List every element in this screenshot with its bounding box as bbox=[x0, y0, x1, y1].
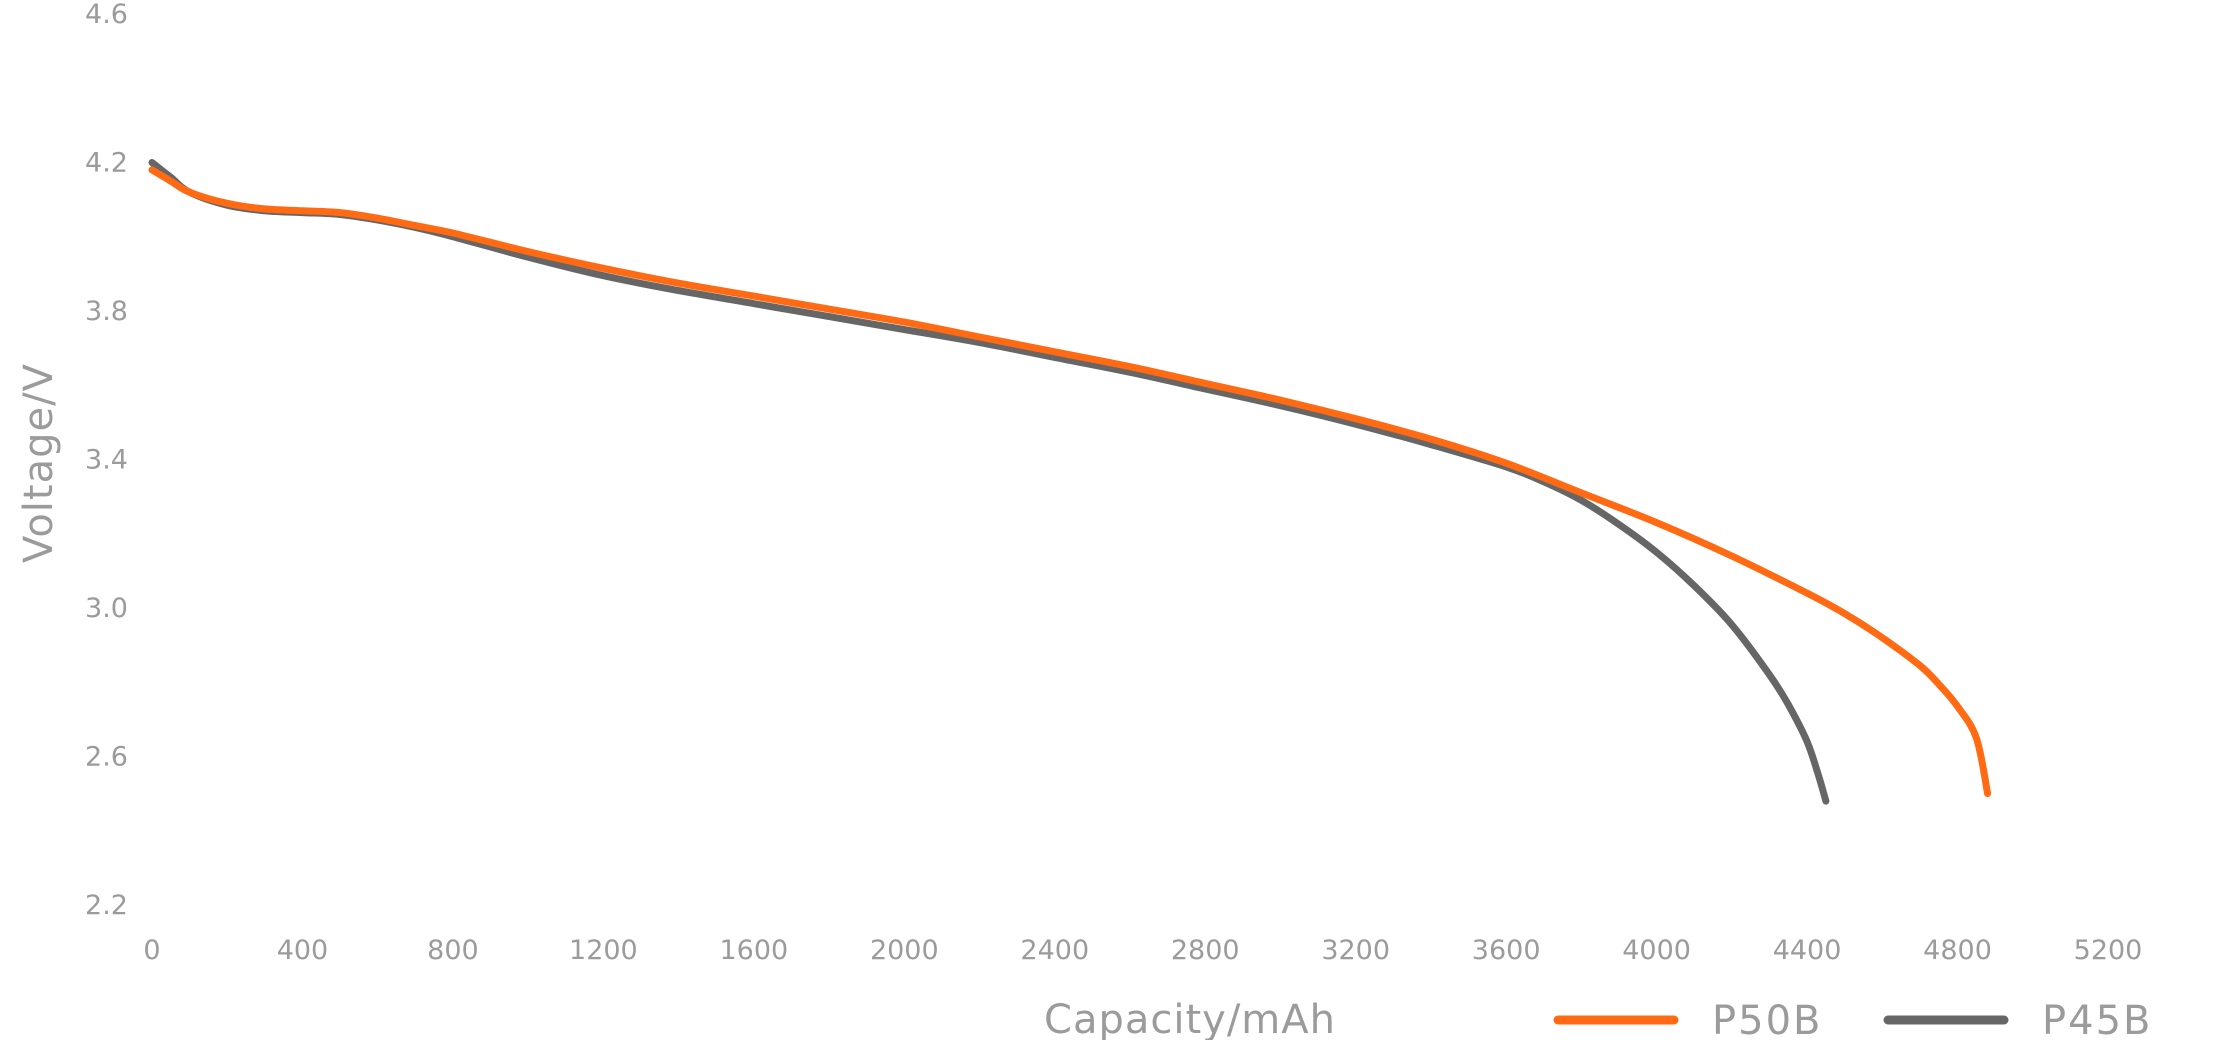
x-tick-label: 5200 bbox=[2074, 935, 2143, 966]
y-tick-label: 3.4 bbox=[85, 445, 128, 476]
x-tick-label: 800 bbox=[427, 935, 479, 966]
y-tick-label: 2.6 bbox=[85, 742, 128, 773]
series-line-p50b bbox=[148, 166, 1992, 798]
x-axis-title: Capacity/mAh bbox=[1044, 997, 1336, 1040]
legend-label-p45b: P45B bbox=[2042, 998, 2152, 1040]
y-tick-label: 4.6 bbox=[85, 0, 128, 30]
x-tick-label: 2000 bbox=[870, 935, 939, 966]
x-tick-label: 3600 bbox=[1472, 935, 1541, 966]
x-tick-label: 4400 bbox=[1773, 935, 1842, 966]
x-tick-label: 2400 bbox=[1020, 935, 1089, 966]
series-line-p45b bbox=[148, 159, 1830, 805]
y-tick-label: 4.2 bbox=[85, 148, 128, 179]
legend-label-p50b: P50B bbox=[1712, 998, 1822, 1040]
legend: P50B P45B bbox=[1553, 998, 2152, 1040]
series-lines bbox=[148, 159, 1992, 805]
x-tick-label: 3200 bbox=[1321, 935, 1390, 966]
x-tick-label: 1200 bbox=[569, 935, 638, 966]
y-tick-label: 3.8 bbox=[85, 296, 128, 327]
x-tick-label: 1600 bbox=[719, 935, 788, 966]
x-tick-label: 2800 bbox=[1171, 935, 1240, 966]
x-tick-label: 4000 bbox=[1622, 935, 1691, 966]
x-tick-label: 0 bbox=[143, 935, 160, 966]
x-axis-ticks: 0 400 800 1200 1600 2000 2400 2800 3200 3600 4000 4… bbox=[143, 935, 2142, 966]
y-tick-label: 3.0 bbox=[85, 593, 128, 624]
y-tick-label: 2.2 bbox=[85, 890, 128, 921]
y-axis-ticks: 2.2 2.6 3.0 3.4 3.8 4.2 4.6 bbox=[85, 0, 128, 921]
y-axis-title: Voltage/V bbox=[16, 363, 62, 563]
x-tick-label: 400 bbox=[277, 935, 329, 966]
x-tick-label: 4800 bbox=[1923, 935, 1992, 966]
